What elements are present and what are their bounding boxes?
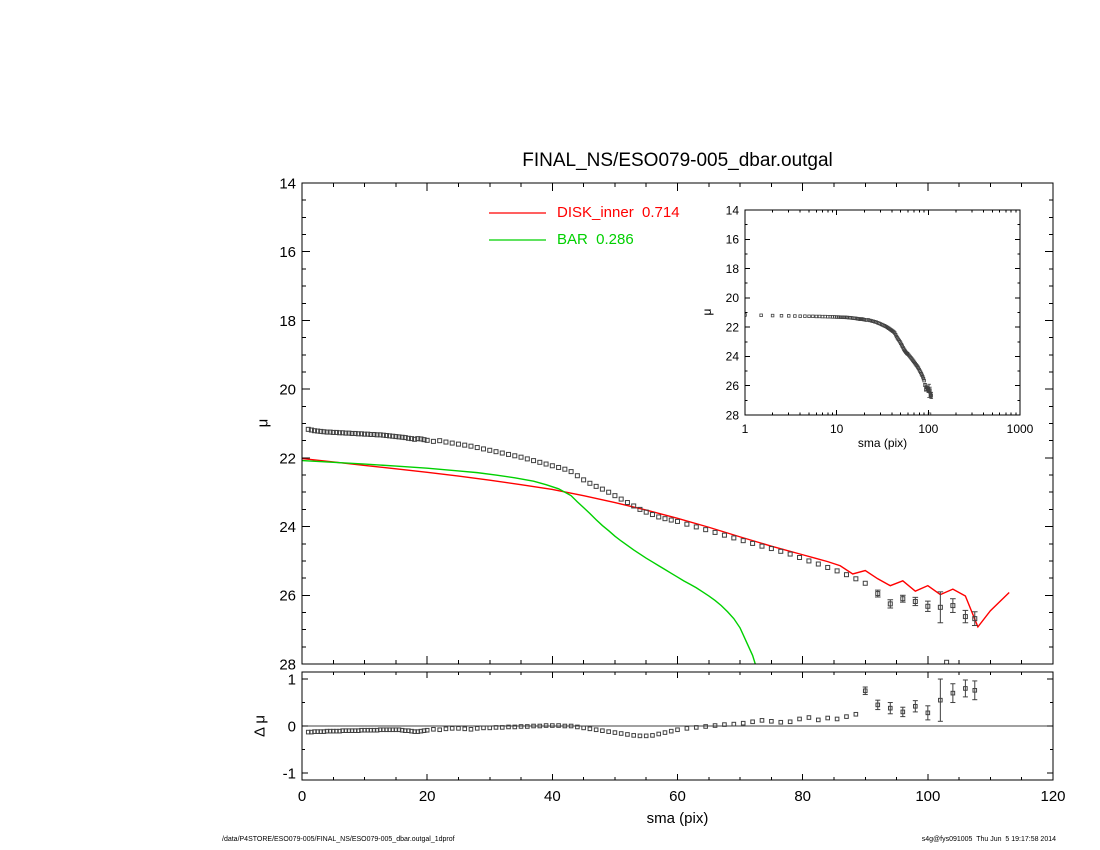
- svg-text:26: 26: [279, 588, 296, 605]
- x-axis-label: sma (pix): [646, 810, 709, 827]
- inset-x-axis-label: sma (pix): [857, 436, 908, 450]
- svg-text:24: 24: [726, 350, 740, 364]
- main-data-points: [305, 426, 978, 664]
- main-y-axis-label: μ: [254, 418, 272, 428]
- svg-text:20: 20: [419, 788, 436, 805]
- footer-file-path: /data/P4STORE/ESO079-005/FINAL_NS/ESO079…: [222, 836, 455, 843]
- svg-text:26: 26: [726, 379, 740, 393]
- svg-text:0: 0: [298, 788, 306, 805]
- svg-text:1000: 1000: [1007, 422, 1034, 436]
- main-BAR-line: [302, 459, 757, 664]
- svg-text:-1: -1: [283, 765, 296, 782]
- svg-text:24: 24: [279, 519, 296, 536]
- residual-residual-data-points: [305, 678, 978, 739]
- svg-text:40: 40: [544, 788, 561, 805]
- inset-tick-labels: 1 10 100 1000 14 16 18 20 22 24 26 28: [726, 203, 1034, 436]
- svg-text:0: 0: [288, 718, 296, 735]
- svg-text:60: 60: [669, 788, 686, 805]
- main-DISK_inner-line: [302, 457, 1010, 629]
- svg-text:28: 28: [279, 656, 296, 673]
- svg-text:120: 120: [1040, 788, 1065, 805]
- inset-axes-box: [744, 209, 1021, 416]
- svg-text:100: 100: [918, 422, 938, 436]
- svg-text:100: 100: [915, 788, 940, 805]
- inset-data-points: [745, 313, 934, 415]
- svg-text:1: 1: [742, 422, 749, 436]
- svg-text:16: 16: [279, 244, 296, 261]
- svg-text:20: 20: [726, 291, 740, 305]
- svg-text:20: 20: [279, 382, 296, 399]
- residual-ticks: [301, 672, 1054, 780]
- inset-y-axis-label: μ: [700, 308, 714, 316]
- svg-text:14: 14: [279, 175, 296, 192]
- residual-y-axis-label: Δ μ: [251, 714, 269, 738]
- svg-text:18: 18: [279, 313, 296, 330]
- svg-text:14: 14: [726, 203, 740, 217]
- legend-label-bar: BAR 0.286: [557, 231, 634, 248]
- legend-label-disk-inner: DISK_inner 0.714: [557, 204, 680, 221]
- main-ticks: [301, 182, 1054, 665]
- svg-text:1: 1: [288, 671, 296, 688]
- svg-text:22: 22: [726, 320, 740, 334]
- footer-user-timestamp: s4g@fys091005 Thu Jun 5 19:17:58 2014: [921, 836, 1056, 843]
- main-tick-labels: 14 16 18 20 22 24 26 28: [279, 175, 296, 673]
- inset-ticks: [744, 209, 1021, 416]
- svg-text:18: 18: [726, 262, 740, 276]
- plot-title: FINAL_NS/ESO079-005_dbar.outgal: [522, 150, 833, 171]
- main-panel: 14 16 18 20 22 24 26 28: [279, 175, 1054, 673]
- svg-text:10: 10: [830, 422, 844, 436]
- svg-text:80: 80: [794, 788, 811, 805]
- svg-text:22: 22: [279, 450, 296, 467]
- svg-text:28: 28: [726, 408, 740, 422]
- inset-panel: 1 10 100 1000 14 16 18 20 22 24 26 28: [726, 203, 1034, 436]
- svg-text:16: 16: [726, 233, 740, 247]
